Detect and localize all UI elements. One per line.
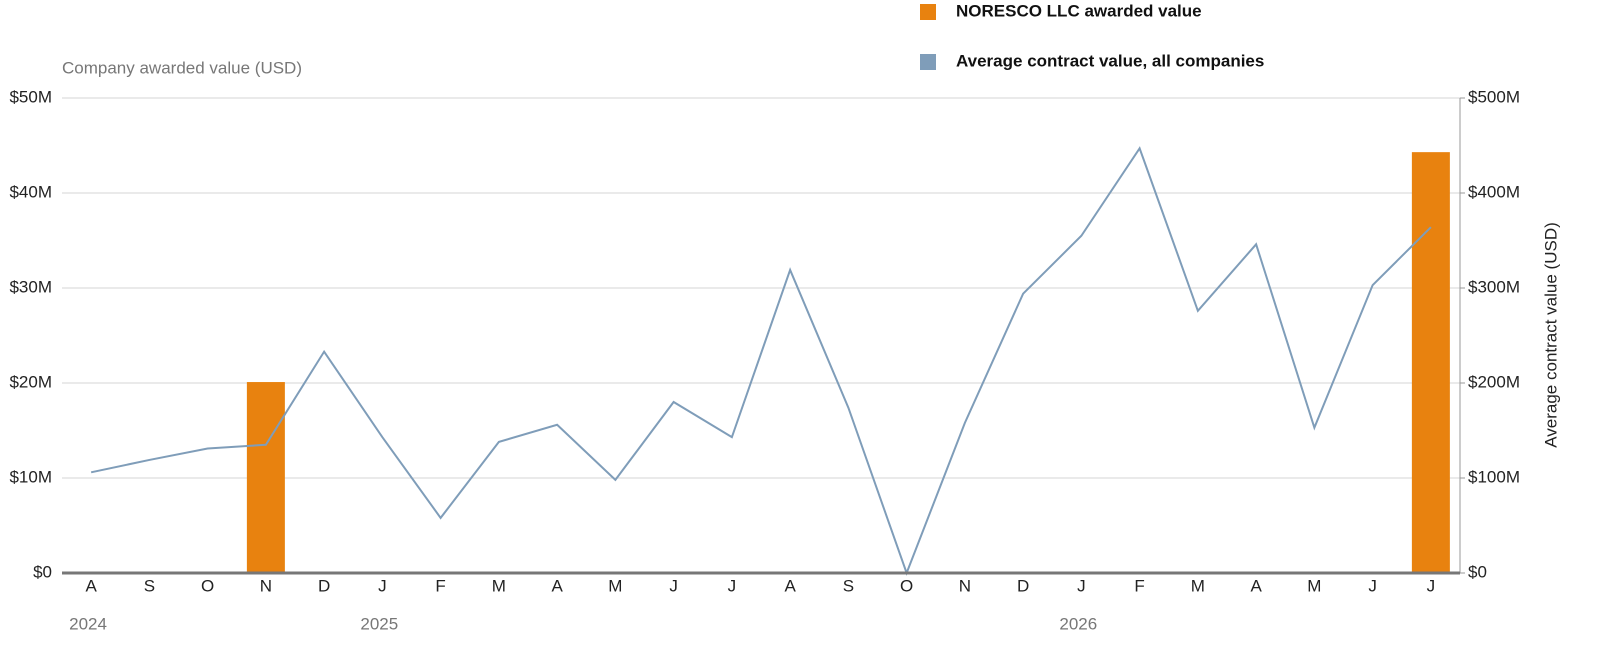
- y-tick-label: $20M: [9, 372, 52, 391]
- y-tick-label: $0: [33, 562, 52, 581]
- y2-tick-label: $400M: [1468, 182, 1520, 201]
- x-tick-label: J: [669, 576, 678, 595]
- x-tick-label: J: [728, 576, 737, 595]
- x-year-label: 2025: [360, 614, 398, 633]
- x-tick-label: D: [318, 576, 330, 595]
- y-axis-title: Company awarded value (USD): [62, 58, 302, 77]
- x-tick-label: M: [1307, 576, 1321, 595]
- x-tick-label: O: [900, 576, 913, 595]
- y-tick-label: $40M: [9, 182, 52, 201]
- x-tick-label: D: [1017, 576, 1029, 595]
- x-year-label: 2026: [1059, 614, 1097, 633]
- y-tick-label: $50M: [9, 87, 52, 106]
- x-tick-label: A: [85, 576, 97, 595]
- x-tick-label: J: [1077, 576, 1086, 595]
- line: [90, 146, 1432, 576]
- y2-tick-label: $100M: [1468, 467, 1520, 486]
- y-tick-label: $10M: [9, 467, 52, 486]
- x-tick-label: O: [201, 576, 214, 595]
- x-tick-label: J: [378, 576, 387, 595]
- x-tick-label: N: [260, 576, 272, 595]
- x-tick-label: M: [492, 576, 506, 595]
- x-tick-label: F: [435, 576, 445, 595]
- x-tick-label: J: [1368, 576, 1377, 595]
- bar: [246, 382, 285, 573]
- x-tick-label: S: [144, 576, 155, 595]
- legend-label: Average contract value, all companies: [956, 51, 1264, 70]
- x-tick-label: M: [608, 576, 622, 595]
- x-tick-label: S: [843, 576, 854, 595]
- x-tick-label: A: [551, 576, 563, 595]
- x-tick-label: N: [959, 576, 971, 595]
- y-tick-label: $30M: [9, 277, 52, 296]
- legend-label: NORESCO LLC awarded value: [956, 1, 1202, 20]
- bar: [1411, 152, 1450, 573]
- y2-tick-label: $500M: [1468, 87, 1520, 106]
- x-tick-label: J: [1427, 576, 1436, 595]
- y2-tick-label: $200M: [1468, 372, 1520, 391]
- x-tick-label: A: [1250, 576, 1262, 595]
- x-tick-label: F: [1134, 576, 1144, 595]
- x-tick-label: M: [1191, 576, 1205, 595]
- legend-swatch: [920, 4, 936, 20]
- legend-swatch: [920, 54, 936, 70]
- y2-axis-title: Average contract value (USD): [1541, 222, 1560, 448]
- x-tick-label: A: [784, 576, 796, 595]
- y2-tick-label: $0: [1468, 562, 1487, 581]
- x-year-label: 2024: [69, 614, 107, 633]
- y2-tick-label: $300M: [1468, 277, 1520, 296]
